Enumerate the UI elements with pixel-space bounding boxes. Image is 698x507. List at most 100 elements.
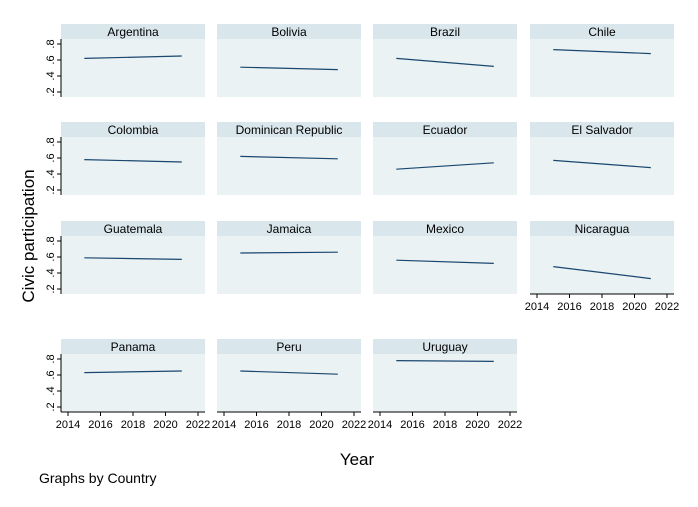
plot-area (530, 39, 674, 97)
panel-strip (530, 221, 674, 236)
x-tick-label: 2022 (498, 419, 522, 431)
plot-area (61, 354, 205, 412)
series-line (240, 370, 338, 375)
x-tick-label: 2018 (121, 419, 145, 431)
panel-nicaragua: Nicaragua 2014 2016 2018 2020 2022 (525, 221, 679, 313)
panel-strip (373, 339, 517, 354)
panel-guatemala: Guatemala .2 .4 .6 .8 (45, 221, 205, 294)
panel-title: Colombia (108, 123, 159, 137)
panel-bolivia: Bolivia (217, 24, 361, 97)
y-tick-label: .2 (45, 87, 57, 96)
panel-title: Ecuador (423, 123, 468, 137)
y-tick-label: .4 (45, 386, 57, 395)
plot-area (61, 137, 205, 195)
panel-chile: Chile (530, 24, 674, 97)
plot-area (373, 236, 517, 294)
series-line (240, 66, 338, 71)
plot-area (61, 39, 205, 97)
panel-strip (373, 24, 517, 39)
plot-area (61, 236, 205, 294)
x-tick-label: 2014 (368, 419, 392, 431)
plot-area (530, 137, 674, 195)
y-tick-label: .4 (45, 169, 57, 178)
x-tick-label: 2020 (622, 301, 646, 313)
y-tick-label: .8 (45, 39, 57, 48)
y-tick-label: .8 (45, 137, 57, 146)
panel-jamaica: Jamaica (217, 221, 361, 294)
panel-strip (217, 24, 361, 39)
x-tick-label: 2020 (309, 419, 333, 431)
panel-el-salvador: El Salvador (530, 122, 674, 195)
panel-title: Nicaragua (575, 222, 630, 236)
x-tick-label: 2020 (153, 419, 177, 431)
x-tick-label: 2018 (433, 419, 457, 431)
panel-title: Dominican Republic (236, 123, 343, 137)
panel-peru: Peru 2014 2016 2018 2020 2022 (212, 339, 366, 431)
plot-area (373, 354, 517, 412)
x-tick-label: 2022 (655, 301, 679, 313)
panel-strip (217, 221, 361, 236)
x-tick-label: 2016 (557, 301, 581, 313)
y-tick-label: .8 (45, 236, 57, 245)
plot-area (217, 137, 361, 195)
y-tick-label: .6 (45, 55, 57, 64)
y-tick-label: .6 (45, 153, 57, 162)
x-axis-label: Year (340, 450, 375, 469)
panels-group: Argentina .2 .4 .6 .8 Bolivia Brazil Chile Colom… (45, 24, 679, 431)
panel-strip (61, 122, 205, 137)
y-tick-label: .4 (45, 268, 57, 277)
panel-strip (373, 122, 517, 137)
y-tick-label: .6 (45, 252, 57, 261)
panel-strip (217, 339, 361, 354)
panel-title: Argentina (107, 25, 159, 39)
panel-ecuador: Ecuador (373, 122, 517, 195)
panel-strip (530, 24, 674, 39)
panel-strip (61, 24, 205, 39)
plot-area (217, 354, 361, 412)
y-tick-label: .4 (45, 71, 57, 80)
panel-title: Peru (276, 340, 301, 354)
panel-dominican-republic: Dominican Republic (217, 122, 361, 195)
panel-argentina: Argentina .2 .4 .6 .8 (45, 24, 205, 97)
series-line (396, 162, 494, 170)
panel-title: El Salvador (571, 123, 632, 137)
series-line (240, 251, 338, 254)
series-line (240, 155, 338, 160)
series-line (396, 57, 494, 67)
series-line (84, 159, 182, 163)
plot-area (373, 39, 517, 97)
y-tick-label: .8 (45, 354, 57, 363)
panel-mexico: Mexico (373, 221, 517, 294)
x-tick-label: 2014 (212, 419, 236, 431)
panel-title: Mexico (426, 222, 464, 236)
x-tick-label: 2014 (525, 301, 549, 313)
series-line (553, 266, 651, 280)
series-line (84, 55, 182, 59)
series-line (396, 259, 494, 264)
plot-area (530, 236, 674, 294)
panel-title: Guatemala (104, 222, 163, 236)
plot-area (217, 236, 361, 294)
graphs-by-note: Graphs by Country (39, 470, 157, 486)
panel-brazil: Brazil (373, 24, 517, 97)
series-line (553, 159, 651, 169)
x-tick-label: 2020 (465, 419, 489, 431)
x-tick-label: 2022 (342, 419, 366, 431)
panel-strip (61, 221, 205, 236)
panel-title: Panama (111, 340, 156, 354)
x-tick-label: 2018 (590, 301, 614, 313)
panel-strip (373, 221, 517, 236)
series-line (553, 49, 651, 55)
x-tick-label: 2016 (244, 419, 268, 431)
panel-title: Bolivia (271, 25, 307, 39)
panel-uruguay: Uruguay 2014 2016 2018 2020 2022 (368, 339, 522, 431)
panel-strip (530, 122, 674, 137)
y-tick-label: .2 (45, 402, 57, 411)
y-tick-label: .6 (45, 370, 57, 379)
panel-strip (217, 122, 361, 137)
x-tick-label: 2022 (186, 419, 210, 431)
x-tick-label: 2016 (400, 419, 424, 431)
panel-title: Chile (588, 25, 616, 39)
